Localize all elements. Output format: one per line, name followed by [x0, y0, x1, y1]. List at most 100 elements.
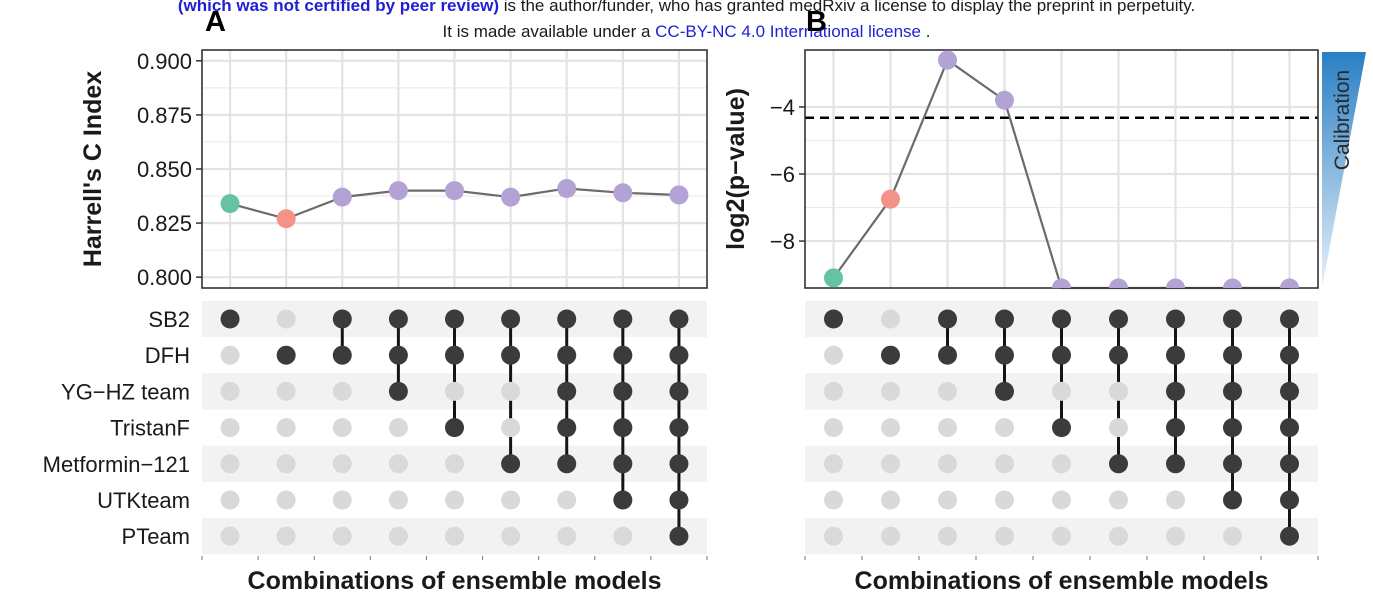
matrix-dot-inactive: [938, 418, 957, 438]
matrix-dot-active: [1052, 345, 1071, 365]
data-point: [1223, 278, 1242, 288]
banner-available-text: It is made available under a: [442, 22, 656, 41]
matrix-dot-inactive: [388, 526, 408, 546]
data-point: [881, 189, 900, 209]
x-axis-label: Combinations of ensemble models: [855, 567, 1269, 595]
matrix-dot-active: [613, 345, 633, 365]
calibration-legend: Calibration: [1322, 52, 1366, 288]
matrix-dot-inactive: [388, 418, 408, 438]
matrix-dot-active: [1109, 345, 1128, 365]
matrix-dot-inactive: [881, 418, 900, 438]
matrix-dot-active: [669, 381, 689, 401]
matrix-dot-active: [1223, 345, 1242, 365]
matrix-dot-inactive: [388, 490, 408, 510]
matrix-dot-active: [1109, 454, 1128, 474]
matrix-dot-active: [557, 454, 577, 474]
matrix-dot-active: [1280, 418, 1299, 438]
matrix-dot-active: [557, 381, 577, 401]
matrix-dot-inactive: [1223, 526, 1242, 546]
banner-line-1: (which was not certified by peer review)…: [0, 0, 1373, 16]
matrix-dot-inactive: [501, 381, 521, 401]
matrix-dot-inactive: [332, 381, 352, 401]
matrix-dot-active: [995, 345, 1014, 365]
panel-letter: A: [205, 6, 226, 38]
matrix-dot-active: [445, 345, 464, 365]
matrix-dot-active: [669, 454, 689, 474]
matrix-dot-inactive: [824, 418, 843, 438]
data-point: [276, 209, 296, 229]
y-tick-label: −8: [770, 229, 795, 254]
matrix-dot-active: [557, 309, 577, 329]
matrix-dot-inactive: [557, 526, 577, 546]
matrix-dot-inactive: [824, 345, 843, 365]
matrix-dot-active: [1223, 381, 1242, 401]
matrix-dot-inactive: [501, 418, 521, 438]
matrix-dot-active: [613, 381, 633, 401]
y-tick-label: 0.875: [137, 103, 192, 128]
matrix-dot-active: [669, 345, 689, 365]
matrix-dot-active: [995, 309, 1014, 329]
matrix-dot-inactive: [332, 418, 352, 438]
matrix-dot-active: [938, 309, 957, 329]
data-point: [332, 187, 352, 207]
data-point: [557, 178, 577, 198]
matrix-dot-active: [388, 345, 408, 365]
data-point: [388, 181, 408, 201]
matrix-dot-active: [613, 490, 633, 510]
matrix-dot-inactive: [388, 454, 408, 474]
matrix-dot-active: [332, 345, 352, 365]
data-point: [501, 187, 521, 207]
matrix-dot-inactive: [1109, 418, 1128, 438]
matrix-dot-active: [1052, 309, 1071, 329]
matrix-dot-active: [1223, 454, 1242, 474]
matrix-dot-inactive: [824, 381, 843, 401]
matrix-dot-active: [445, 418, 464, 438]
matrix-dot-active: [669, 526, 689, 546]
matrix-dot-inactive: [276, 309, 296, 329]
matrix-dot-inactive: [1052, 454, 1071, 474]
y-axis-label: log2(p−value): [722, 88, 750, 250]
license-link[interactable]: CC-BY-NC 4.0 International license: [655, 22, 921, 41]
banner-license-text: is the author/funder, who has granted me…: [499, 0, 1196, 15]
banner-line-2: It is made available under a CC-BY-NC 4.…: [0, 22, 1373, 42]
upset-matrix: [202, 300, 707, 555]
matrix-dot-inactive: [1109, 490, 1128, 510]
panel-a: 0.800 0.825 0.850 0.875 0.900 Harrell's C Ind…: [43, 6, 708, 595]
matrix-dot-inactive: [445, 381, 464, 401]
matrix-dot-active: [445, 309, 464, 329]
matrix-dot-active: [1166, 309, 1185, 329]
matrix-dot-inactive: [881, 309, 900, 329]
matrix-dot-inactive: [995, 526, 1014, 546]
matrix-dot-active: [938, 345, 957, 365]
matrix-dot-active: [1166, 381, 1185, 401]
y-tick-label: −4: [770, 95, 795, 120]
model-label: DFH: [145, 343, 190, 368]
matrix-dot-inactive: [938, 526, 957, 546]
matrix-dot-inactive: [881, 381, 900, 401]
matrix-dot-inactive: [824, 490, 843, 510]
matrix-dot-active: [220, 309, 240, 329]
model-label: PTeam: [122, 524, 190, 549]
matrix-dot-inactive: [220, 418, 240, 438]
matrix-dot-inactive: [220, 490, 240, 510]
matrix-dot-inactive: [220, 381, 240, 401]
y-tick-label: 0.825: [137, 211, 192, 236]
matrix-dot-active: [1166, 418, 1185, 438]
data-point: [1052, 278, 1071, 288]
matrix-dot-inactive: [824, 526, 843, 546]
matrix-dot-active: [613, 454, 633, 474]
matrix-dot-inactive: [220, 526, 240, 546]
matrix-dot-inactive: [445, 490, 464, 510]
matrix-dot-inactive: [938, 381, 957, 401]
model-label: SB2: [148, 307, 190, 332]
matrix-dot-active: [501, 309, 521, 329]
matrix-dot-inactive: [881, 526, 900, 546]
matrix-dot-active: [1166, 454, 1185, 474]
model-label: TristanF: [110, 416, 190, 441]
panel-b: −8 −6 −4 log2(p−value) B Combinations of ense…: [722, 6, 1366, 595]
matrix-dot-inactive: [445, 454, 464, 474]
matrix-dot-inactive: [332, 490, 352, 510]
matrix-dot-inactive: [445, 526, 464, 546]
y-tick-label: 0.900: [137, 49, 192, 74]
